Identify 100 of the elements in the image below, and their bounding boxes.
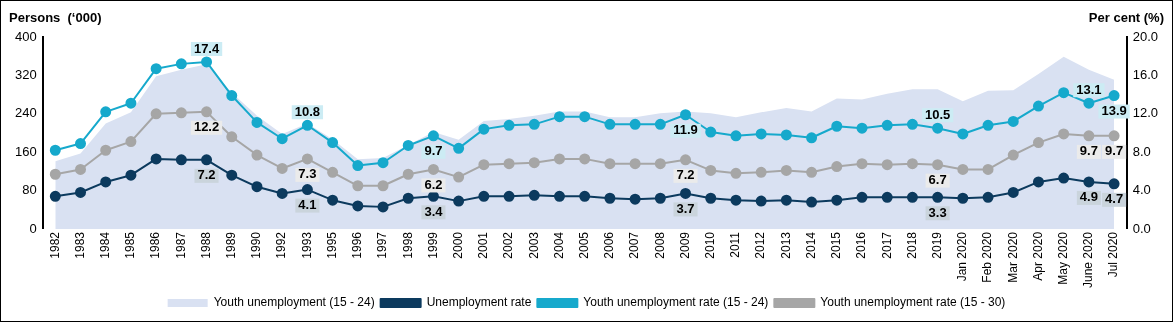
point [957,128,969,140]
point [780,194,792,206]
point [100,106,112,118]
point [49,190,61,202]
data-label: 13.9 [1101,103,1127,119]
point [49,168,61,180]
x-tick-label: 2011 [728,231,743,258]
point [478,159,490,171]
point [100,144,112,156]
point [705,164,717,176]
point [579,190,591,202]
x-tick-label: 2013 [778,231,793,259]
point [478,123,490,135]
point [831,120,843,132]
point [654,158,666,170]
point [553,153,565,165]
point [427,163,439,175]
point [49,144,61,156]
point [503,119,515,131]
data-label: 3.3 [928,204,947,220]
point [1108,178,1120,190]
point [175,58,187,70]
point [453,142,465,154]
x-tick-label: Apr 2020 [1030,231,1045,281]
point [528,118,540,130]
x-tick-label: 2019 [929,231,944,259]
point [730,167,742,179]
x-tick-label: 1998 [400,231,415,259]
x-tick-label: 1990 [249,231,264,259]
x-tick-label: 2018 [904,231,919,259]
data-label: 9.7 [424,143,443,159]
x-tick-label: 1999 [425,231,440,259]
x-tick-label: 2008 [652,231,667,259]
y-tick-label: 0 [29,220,37,236]
point [503,190,515,202]
point [654,118,666,130]
point [1083,97,1095,109]
point [604,158,616,170]
point [579,111,591,123]
y2-tick-label: 0.0 [1132,220,1151,236]
point [604,118,616,130]
data-label: 6.7 [928,172,947,188]
point [1083,176,1095,188]
point [831,161,843,173]
point [352,200,364,212]
point [906,118,918,130]
point [427,130,439,142]
data-label: 4.9 [1079,189,1098,205]
point [604,192,616,204]
point [906,158,918,170]
point [201,154,213,166]
x-tick-label: 1989 [224,231,239,259]
point [1007,186,1019,198]
x-tick-label: Jul 2020 [1106,231,1121,278]
x-tick-label: Feb 2020 [980,231,995,283]
point [680,187,692,199]
point [402,168,414,180]
point [251,181,263,193]
legend-label: Youth unemployment rate (15 - 24) [583,295,769,310]
point [755,128,767,140]
y-tick-label: 320 [14,66,37,82]
x-tick-label: 1986 [148,231,163,259]
x-tick-label: 2002 [501,231,516,259]
point [1058,172,1070,184]
x-tick-label: 2005 [577,231,592,259]
point [932,159,944,171]
point [175,154,187,166]
x-tick-label: Jan 2020 [955,231,970,282]
point [125,169,137,181]
point [806,166,818,178]
data-label: 11.9 [673,122,698,138]
point [150,153,162,165]
point [226,90,238,102]
point [680,109,692,121]
point [75,186,86,198]
x-tick-label: 2017 [879,231,894,259]
point [327,137,339,149]
point [780,164,792,176]
point [1058,87,1070,99]
point [553,111,565,123]
point [806,196,818,208]
point [75,138,86,150]
data-label: 7.2 [197,167,216,183]
x-tick-label: 1993 [299,231,314,259]
x-tick-label: 2000 [450,231,465,259]
point [276,133,288,145]
legend-label: Unemployment rate [426,295,532,310]
data-label: 4.1 [298,197,317,213]
point [226,169,238,181]
point [175,107,187,119]
point [579,153,591,165]
point [881,191,893,203]
point [982,163,994,175]
point [1108,90,1120,102]
x-tick-label: 1996 [350,231,365,259]
point [352,160,364,172]
point [251,116,263,128]
y2-tick-label: 4.0 [1132,182,1151,198]
data-label: 9.7 [1079,143,1098,159]
point [150,108,162,120]
